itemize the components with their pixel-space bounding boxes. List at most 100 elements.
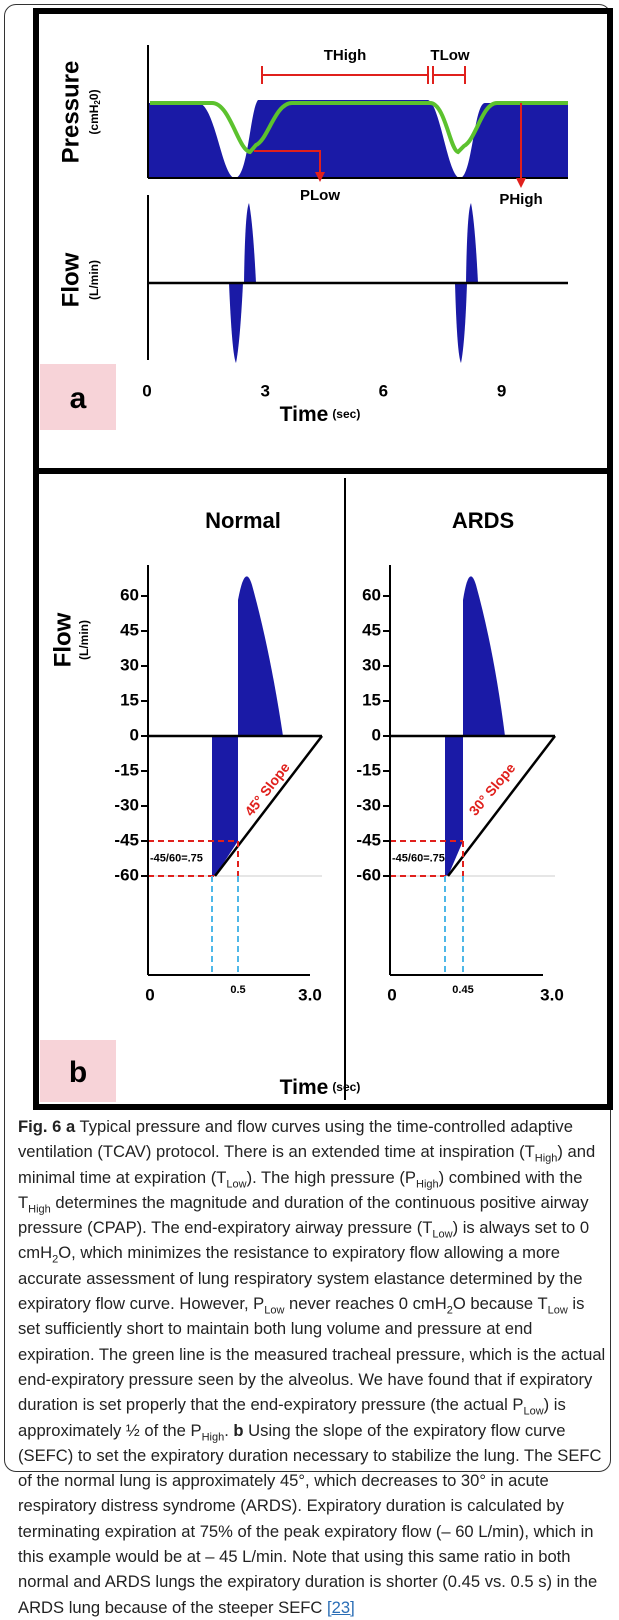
x-tick-label: 0 — [387, 985, 396, 1004]
unit-part: 2 — [93, 100, 102, 105]
line — [447, 735, 556, 877]
caption-text: determines the magnitude and duration of… — [18, 1192, 589, 1238]
caption-text: 2 — [446, 1304, 453, 1317]
y-tick-label: -45 — [356, 830, 381, 849]
annotation: PLow — [300, 187, 340, 204]
annotation: THigh — [324, 47, 367, 64]
y-tick-label: 45 — [362, 620, 381, 639]
caption-text: . — [224, 1420, 234, 1440]
y-tick-label: 15 — [362, 690, 381, 709]
slope-label: 45° Slope — [241, 759, 293, 819]
caption-text: 2 — [52, 1253, 59, 1266]
panel-b-frame — [33, 468, 613, 1110]
y-tick-label: -15 — [114, 760, 139, 779]
axis-label: Flow — [49, 612, 76, 667]
caption-text: High — [201, 1430, 225, 1443]
y-tick-label: -60 — [356, 865, 381, 884]
y-tick-label: 60 — [120, 585, 139, 604]
caption-text: Low — [226, 1177, 247, 1190]
caption-text: b — [233, 1420, 244, 1440]
axis-label: Pressure — [57, 61, 84, 164]
panel-label: b — [69, 1056, 87, 1089]
pressure-fill — [148, 100, 568, 178]
y-tick-label: 60 — [362, 585, 381, 604]
caption-text: Low — [264, 1304, 285, 1317]
x-tick-label: 9 — [497, 381, 506, 400]
caption-text: O, which minimizes the resistance to exp… — [18, 1243, 583, 1314]
y-tick-label: 30 — [362, 655, 381, 674]
flow-spike — [244, 203, 256, 283]
label-box — [40, 364, 116, 430]
line — [214, 735, 323, 877]
y-tick-label: 15 — [120, 690, 139, 709]
caption-text: ) and minimal time at expiration (T — [18, 1142, 596, 1187]
expiratory-flow — [212, 736, 238, 876]
x-tick-label: 3.0 — [298, 985, 322, 1004]
panel-title: Normal — [205, 508, 281, 533]
caption-text: ) is approximately ½ of the P — [18, 1395, 566, 1440]
caption-text: ). The high pressure (P — [246, 1167, 416, 1187]
x-tick-label: 0.5 — [230, 984, 245, 996]
caption-text: High — [534, 1152, 558, 1165]
caption-text: High — [416, 1177, 439, 1190]
x-tick-label: 0.45 — [452, 984, 473, 996]
annotation: PHigh — [499, 191, 542, 208]
inspiratory-flow — [238, 576, 283, 736]
ratio-label: -45/60=.75 — [150, 852, 203, 864]
axis-title: Time — [280, 403, 329, 426]
axis-title: Time — [280, 1076, 329, 1099]
ratio-label: -45/60=.75 — [392, 852, 445, 864]
axis-unit: (sec) — [332, 1080, 360, 1094]
y-tick-label: -60 — [114, 865, 139, 884]
y-tick-label: 30 — [120, 655, 139, 674]
inspiratory-flow — [463, 576, 505, 736]
caption: Fig. 6 a Typical pressure and flow curve… — [18, 1114, 606, 1620]
caption-text: O because T — [452, 1294, 548, 1314]
y-tick-label: -15 — [356, 760, 381, 779]
caption-text: High — [28, 1203, 51, 1216]
x-tick-label: 0 — [142, 381, 151, 400]
caption-text: ) is always set to 0 cmH — [18, 1218, 590, 1263]
unit-part: (cmH — [87, 105, 101, 135]
slope-label: 30° Slope — [466, 760, 519, 819]
axis-unit: (sec) — [332, 407, 360, 421]
label-box — [40, 1040, 116, 1102]
caption-text: Using the slope of the expiratory flow c… — [18, 1420, 602, 1617]
axis-unit: (L/min) — [87, 260, 101, 300]
y-tick-label: -30 — [114, 795, 139, 814]
annotation: TLow — [430, 47, 469, 64]
x-tick-label: 0 — [145, 985, 154, 1004]
axis-unit: (cmH20) — [87, 89, 102, 134]
caption-text: Low — [523, 1405, 544, 1418]
x-tick-label: 6 — [379, 381, 388, 400]
axis-label: Flow — [57, 252, 84, 307]
caption-text: is set sufficiently short to maintain bo… — [18, 1294, 606, 1415]
tracheal-pressure — [150, 101, 568, 155]
caption-text: Low — [432, 1228, 453, 1241]
flow-spike — [229, 283, 243, 363]
x-tick-label: 3 — [260, 381, 269, 400]
flow-spike — [466, 203, 478, 283]
panel-title: ARDS — [452, 508, 514, 533]
figure: a b Pressure (cmH20) THigh TLow PLow PHigh Flo… — [33, 8, 613, 1110]
y-tick-label: 0 — [130, 725, 139, 744]
y-tick-label: -30 — [356, 795, 381, 814]
unit-part: 0) — [87, 89, 101, 100]
y-tick-label: 0 — [372, 725, 381, 744]
axis-label: Time (sec) — [280, 403, 361, 426]
x-tick-label: 3.0 — [540, 985, 564, 1004]
arrow — [254, 150, 325, 182]
caption-text: Low — [547, 1304, 568, 1317]
expiratory-flow — [445, 736, 463, 876]
flow-spike — [455, 283, 467, 363]
caption-text: ) combined with the T — [18, 1167, 583, 1212]
citation-link[interactable]: [23] — [327, 1597, 355, 1617]
caption-text: Typical pressure and flow curves using t… — [18, 1117, 573, 1162]
axis-label: Time (sec) — [280, 1076, 361, 1099]
y-tick-label: -45 — [114, 830, 139, 849]
panel-label: a — [70, 382, 87, 415]
caption-text: Fig. 6 a — [18, 1117, 76, 1136]
y-tick-label: 45 — [120, 620, 139, 639]
axis-unit: (L/min) — [77, 620, 91, 660]
caption-text: never reaches 0 cmH — [284, 1294, 447, 1314]
